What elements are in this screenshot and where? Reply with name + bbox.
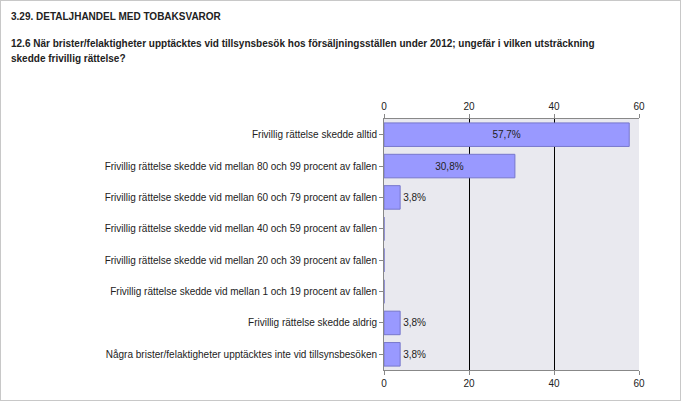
svg-text:Frivillig rättelse skedde vid: Frivillig rättelse skedde vid mellan 40 … [105,223,377,234]
svg-text:20: 20 [463,101,475,112]
svg-text:Frivillig rättelse skedde vid: Frivillig rättelse skedde vid mellan 20 … [105,255,377,266]
svg-text:60: 60 [633,378,645,389]
svg-text:40: 40 [548,101,560,112]
svg-text:Frivillig rättelse skedde aldr: Frivillig rättelse skedde aldrig [248,317,377,328]
svg-text:30,8%: 30,8% [435,161,463,172]
svg-text:Frivillig rättelse skedde allt: Frivillig rättelse skedde alltid [252,129,377,140]
svg-text:3,8%: 3,8% [403,349,426,360]
svg-text:60: 60 [633,101,645,112]
svg-text:Frivillig rättelse skedde vid: Frivillig rättelse skedde vid mellan 60 … [105,192,377,203]
svg-text:57,7%: 57,7% [492,129,520,140]
svg-text:Frivillig rättelse skedde vid: Frivillig rättelse skedde vid mellan 1 o… [110,286,377,297]
html-text:12.6 När brister/felaktigheter: 12.6 När brister/felaktigheter upptäckte… [11,38,595,64]
svg-text:3,8%: 3,8% [403,192,426,203]
svg-text:40: 40 [548,378,560,389]
svg-text:0: 0 [381,101,387,112]
svg-text:20: 20 [463,378,475,389]
svg-text:0: 0 [381,378,387,389]
svg-text:Frivillig rättelse skedde vid: Frivillig rättelse skedde vid mellan 80 … [105,161,377,172]
svg-text:Några brister/felaktigheter up: Några brister/felaktigheter upptäcktes i… [106,349,377,360]
svg-text:3,8%: 3,8% [403,317,426,328]
html-text:3.29. DETALJHANDEL MED TOBAKSV: 3.29. DETALJHANDEL MED TOBAKSVAROR [11,11,221,22]
